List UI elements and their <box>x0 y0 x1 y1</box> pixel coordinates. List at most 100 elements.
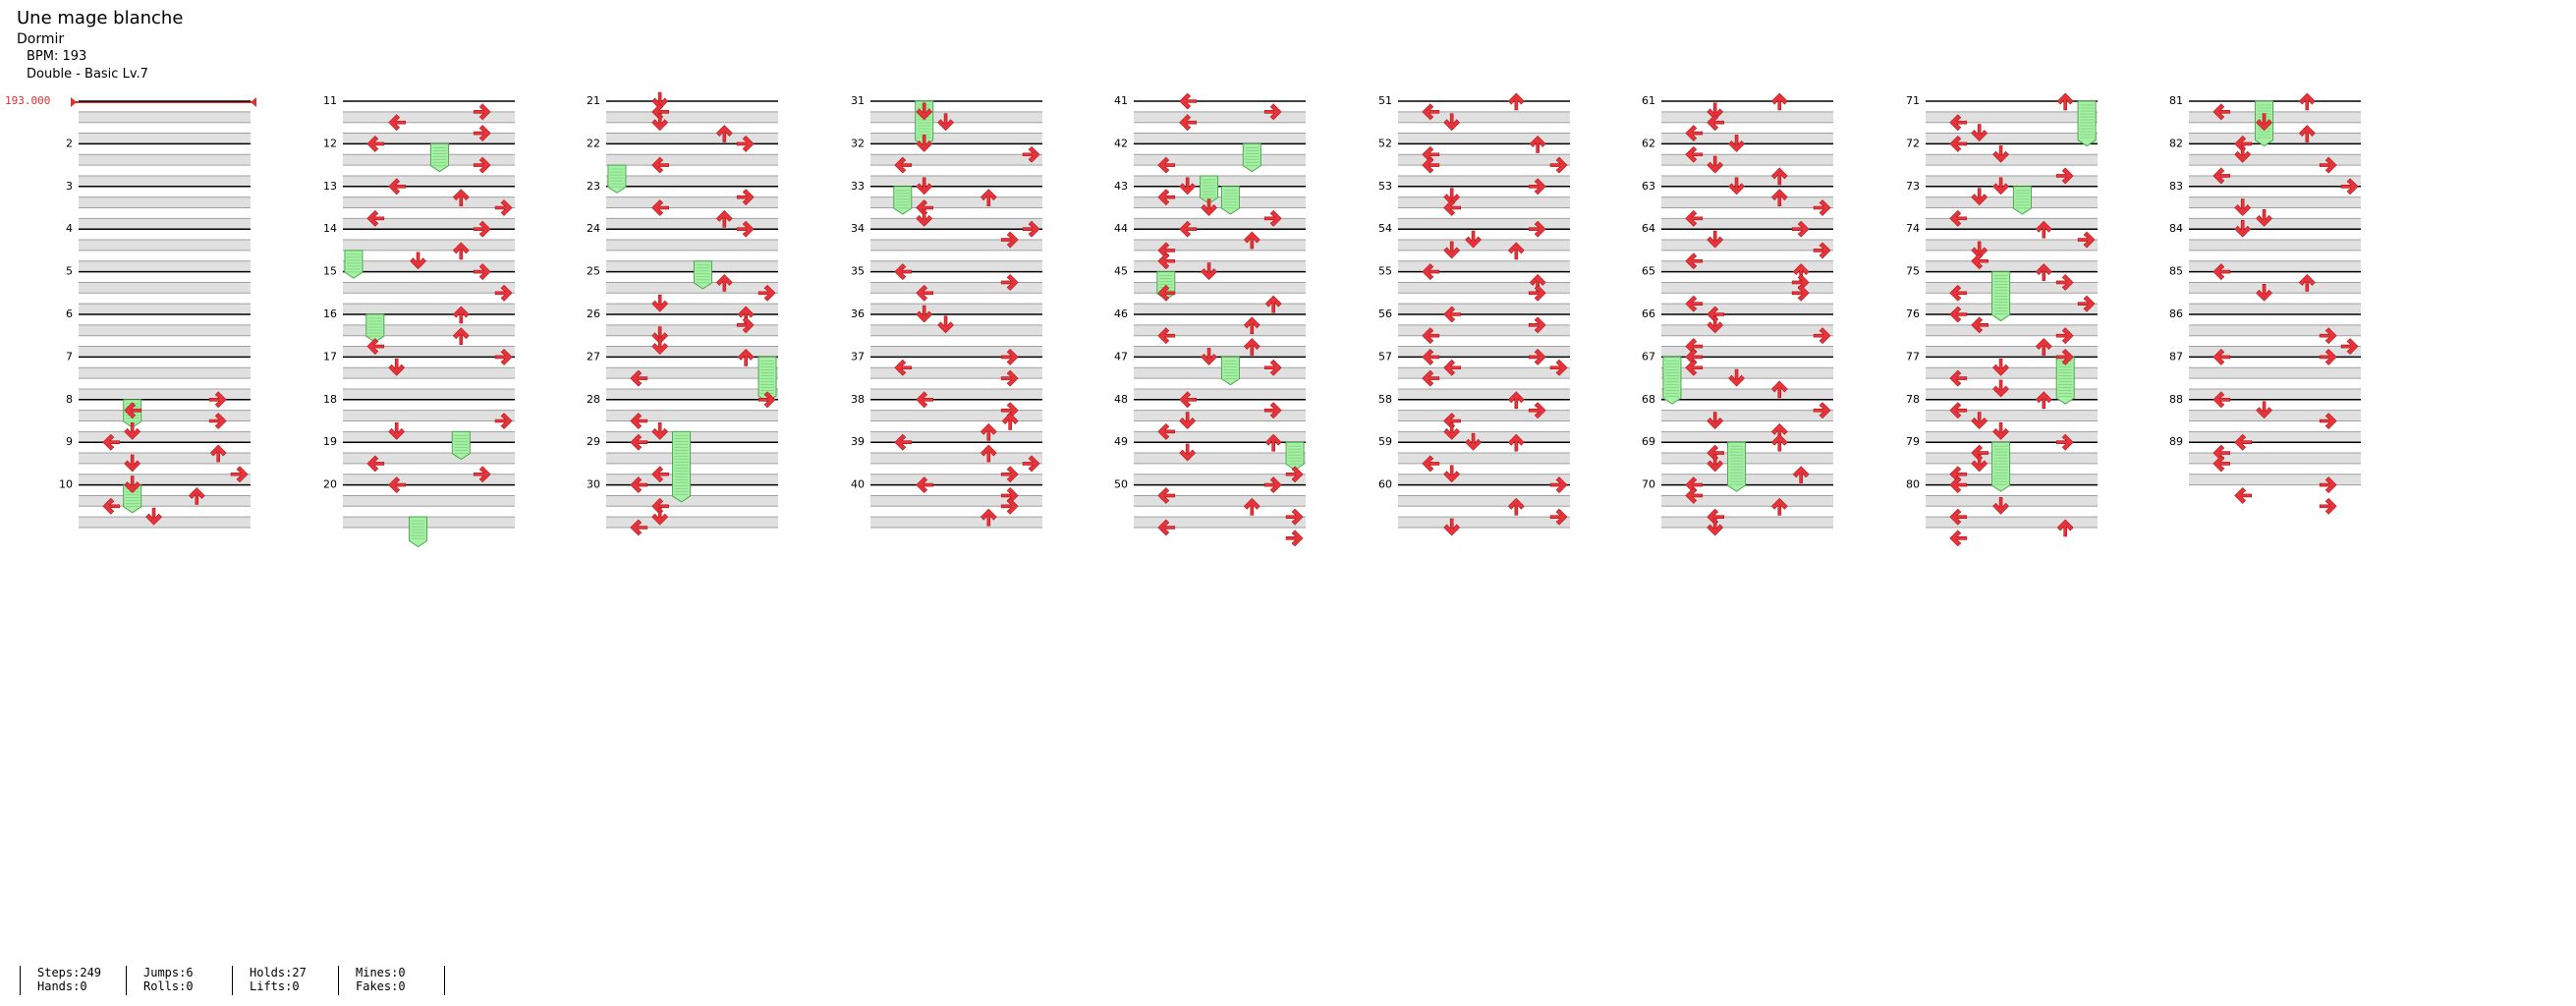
measure-number: 21 <box>587 94 600 107</box>
arrow-left-icon <box>1422 327 1440 345</box>
arrow-right-icon <box>1263 402 1282 419</box>
arrow-down-icon <box>1707 155 1724 174</box>
arrow-left-icon <box>630 476 648 494</box>
arrow-right-icon <box>1791 220 1810 238</box>
beat-band <box>79 240 251 251</box>
arrow-down-icon <box>410 252 426 270</box>
arrow-left-icon <box>1949 476 1968 494</box>
beat-band <box>1926 175 2098 187</box>
arrow-down-icon <box>651 294 669 312</box>
chart-column: 51 52 53 54 55 56 57 58 59 60 <box>1378 94 1570 529</box>
arrow-left-icon <box>2212 103 2231 121</box>
arrow-left-icon <box>630 433 648 451</box>
measure-number: 52 <box>1378 137 1392 149</box>
hold-note <box>2077 100 2097 147</box>
hold-note <box>1285 441 1305 472</box>
arrow-down-icon <box>1971 124 1988 141</box>
arrow-down-icon <box>937 113 954 132</box>
beat-band <box>2189 388 2361 400</box>
measure-number: 78 <box>1906 393 1920 406</box>
bpm-change-label: 193.000 <box>5 94 51 107</box>
arrow-right-icon <box>473 156 491 174</box>
arrow-right-icon <box>2340 338 2359 355</box>
beat-band <box>79 410 251 421</box>
measure-number: 51 <box>1378 94 1392 107</box>
arrow-left-icon <box>894 359 913 376</box>
beat-band <box>2189 324 2361 336</box>
beat-band <box>1661 388 1833 400</box>
measure-number: 50 <box>1114 478 1128 491</box>
arrow-left-icon <box>1949 135 1968 152</box>
arrow-down-icon <box>916 305 933 323</box>
measure-number: 32 <box>851 137 865 149</box>
beat-band <box>870 495 1042 507</box>
arrow-right-icon <box>473 466 491 483</box>
beat-band <box>606 218 778 230</box>
bpm-change-line <box>71 101 255 103</box>
arrow-left-icon <box>2212 455 2231 473</box>
arrow-left-icon <box>916 391 933 409</box>
measure-number: 67 <box>1642 350 1655 363</box>
measure-number: 16 <box>323 307 337 320</box>
beat-band <box>1926 453 2098 464</box>
beat-band <box>1398 474 1570 485</box>
beat-band <box>1134 324 1306 336</box>
arrow-up-icon <box>715 125 733 142</box>
arrow-down-icon <box>1443 422 1461 440</box>
arrow-left-icon <box>1685 125 1704 141</box>
beat-band <box>1661 431 1833 443</box>
arrow-down-icon <box>916 135 933 152</box>
measure-number: 30 <box>587 478 600 491</box>
arrow-right-icon <box>1528 220 1546 238</box>
arrow-up-icon <box>1507 433 1525 452</box>
hold-note <box>693 260 712 290</box>
beat-band <box>606 196 778 208</box>
stat-value: Rolls:0 <box>143 979 194 993</box>
arrow-left-icon <box>916 476 933 494</box>
beat-band <box>1134 517 1306 528</box>
arrow-down-icon <box>1201 198 1217 216</box>
beat-band <box>1134 495 1306 507</box>
beat-band <box>79 282 251 294</box>
arrow-left-icon <box>102 497 121 515</box>
arrow-down-icon <box>1707 315 1724 334</box>
measure-number: 11 <box>323 94 337 107</box>
measure-number: 28 <box>587 393 600 406</box>
measure-number: 89 <box>2169 435 2183 448</box>
measure-number: 86 <box>2169 307 2183 320</box>
beat-band <box>1398 154 1570 166</box>
arrow-right-icon <box>1263 209 1282 227</box>
stat-divider <box>444 966 462 995</box>
arrow-up-icon <box>452 306 470 324</box>
arrow-right-icon <box>736 135 755 152</box>
arrow-down-icon <box>651 422 669 440</box>
arrow-down-icon <box>2234 144 2252 163</box>
measure-number: 25 <box>587 265 600 278</box>
arrow-right-icon <box>1549 156 1568 174</box>
arrow-up-icon <box>188 487 205 505</box>
arrow-down-icon <box>2234 219 2252 238</box>
beat-band <box>1398 495 1570 507</box>
arrow-up-icon <box>209 444 227 463</box>
measure-number: 61 <box>1642 94 1655 107</box>
beat-band <box>1661 304 1833 314</box>
chart-column: 31 32 33 34 35 36 37 38 39 40 <box>851 94 1042 529</box>
arrow-left-icon <box>630 519 648 536</box>
arrow-right-icon <box>2055 433 2074 451</box>
arrow-down-icon <box>1992 379 2009 398</box>
measure-number: 17 <box>323 350 337 363</box>
beat-band <box>79 431 251 443</box>
arrow-left-icon <box>916 284 933 302</box>
beat-band <box>1926 196 2098 208</box>
beat-band <box>79 324 251 336</box>
measure-number: 9 <box>66 435 73 448</box>
beat-band <box>1926 324 2098 336</box>
arrow-up-icon <box>2298 125 2316 142</box>
beat-band <box>1134 367 1306 379</box>
beat-band <box>343 218 515 230</box>
beat-band <box>1398 324 1570 336</box>
measure-number: 8 <box>66 393 73 406</box>
measure-number: 63 <box>1642 180 1655 193</box>
arrow-right-icon <box>473 103 491 121</box>
arrow-up-icon <box>1507 92 1525 111</box>
